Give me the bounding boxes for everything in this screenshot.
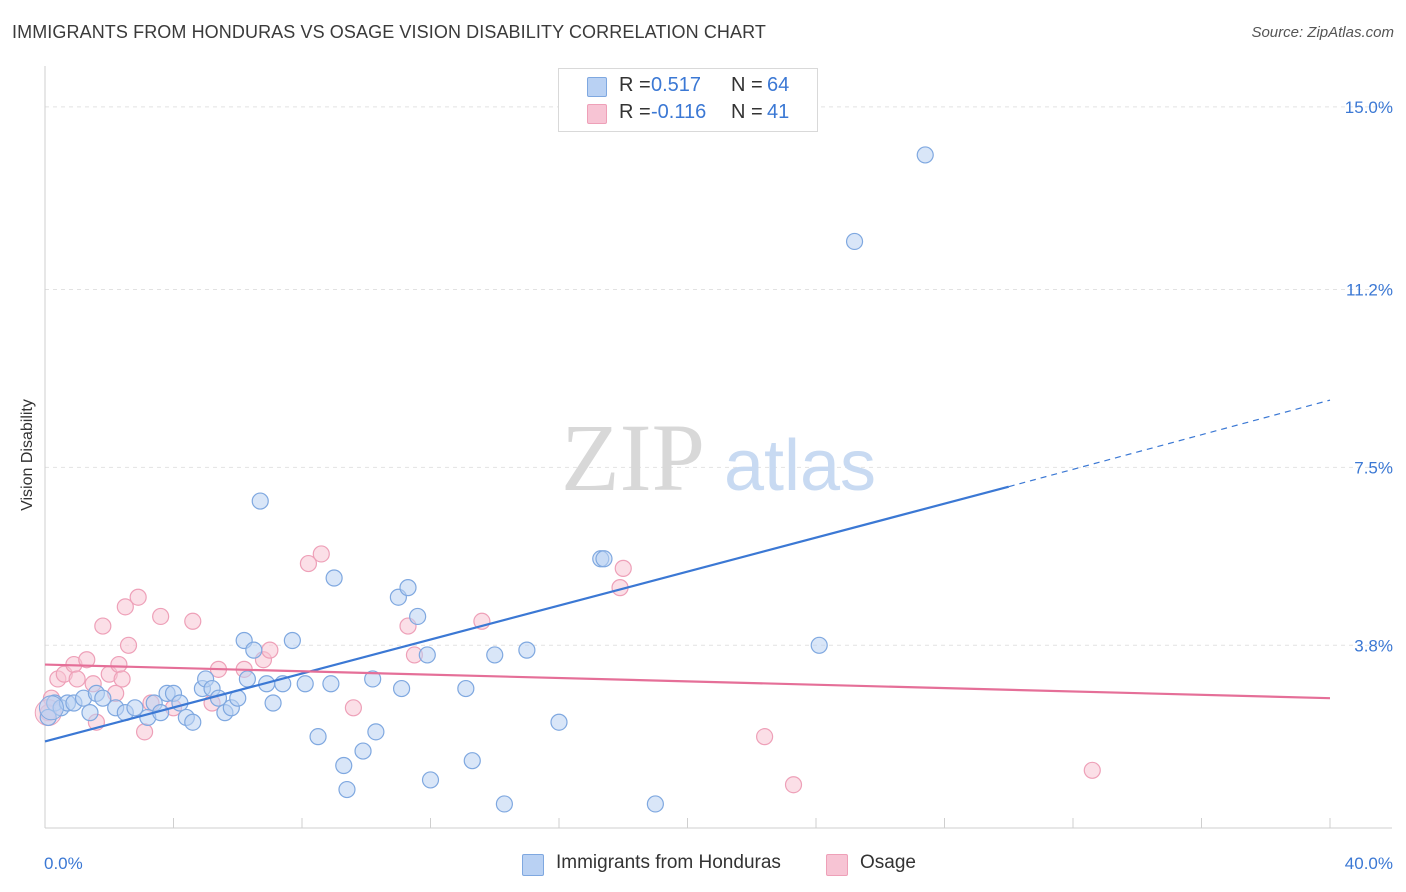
honduras-point [463, 752, 481, 770]
osage-point [116, 598, 134, 616]
honduras-point [392, 679, 411, 698]
legend-label: Immigrants from Honduras [556, 852, 781, 873]
honduras-point [550, 713, 568, 731]
honduras-trend-line [44, 485, 1010, 743]
honduras-point [251, 492, 269, 510]
osage-point [344, 699, 362, 717]
source-label: Source: ZipAtlas.com [1251, 24, 1394, 41]
honduras-point [399, 579, 417, 597]
n-label: N = [731, 74, 763, 96]
honduras-swatch [587, 77, 607, 97]
honduras-point [309, 728, 327, 746]
honduras-point [457, 679, 475, 698]
x-tick-label: 0.0% [44, 854, 83, 873]
osage-point [110, 655, 128, 674]
honduras-swatch [522, 854, 544, 876]
legend-label: Osage [860, 852, 916, 873]
honduras-point [421, 771, 440, 789]
r-value: 0.517 [651, 74, 702, 96]
honduras-point [845, 232, 864, 251]
osage-point [1083, 761, 1101, 779]
osage-swatch [826, 854, 848, 876]
osage-point [152, 607, 170, 626]
honduras-point [184, 713, 202, 731]
r-label: R = [619, 101, 651, 123]
honduras-point [367, 723, 385, 741]
osage-point [312, 545, 330, 563]
osage-point [614, 559, 632, 577]
honduras-point [418, 646, 436, 664]
honduras-point [238, 670, 256, 688]
honduras-point [94, 689, 112, 707]
tick-labels: 3.8% 7.5% 11.2% 15.0% 0.0% 40.0% [44, 98, 1393, 873]
honduras-point [364, 670, 382, 688]
honduras-point [335, 756, 353, 775]
osage-swatch [587, 104, 607, 124]
x-tick-label: 40.0% [1345, 854, 1393, 873]
chart-title: IMMIGRANTS FROM HONDURAS VS OSAGE VISION… [12, 22, 767, 42]
honduras-point [38, 695, 64, 721]
honduras-point [325, 569, 343, 587]
honduras-point [338, 780, 356, 799]
osage-point [129, 588, 147, 606]
osage-point [113, 670, 131, 688]
osage-point [184, 612, 202, 630]
grid-lines [45, 106, 1392, 646]
y-tick-label: 15.0% [1345, 98, 1393, 117]
axes [44, 66, 1392, 829]
honduras-point [810, 636, 828, 654]
osage-trend-line [44, 663, 1331, 700]
n-label: N = [731, 101, 763, 123]
osage-point [784, 776, 803, 794]
osage-point [119, 636, 138, 654]
honduras-point [595, 550, 613, 568]
osage-point [755, 728, 774, 746]
honduras-point [518, 641, 536, 659]
honduras-point [81, 704, 99, 722]
watermark: ZIP atlas [561, 404, 876, 511]
honduras-point [495, 795, 513, 813]
y-tick-label: 7.5% [1354, 458, 1393, 477]
honduras-trend-extension [1008, 399, 1331, 488]
honduras-point [126, 699, 144, 717]
r-value: -0.116 [651, 101, 707, 123]
correlation-legend: R = 0.517 N = 64 R = -0.116 N = 41 [558, 68, 818, 132]
osage-point [299, 554, 318, 573]
honduras-point [486, 646, 504, 664]
y-tick-label: 3.8% [1354, 636, 1393, 655]
honduras-point [264, 694, 282, 712]
honduras-point [409, 607, 427, 626]
osage-point [68, 670, 86, 688]
series-legend: Immigrants from Honduras Osage [0, 852, 1406, 878]
trend-lines [44, 399, 1331, 743]
honduras-point [322, 675, 340, 693]
osage-point [135, 723, 154, 741]
honduras-point [916, 146, 934, 164]
y-tick-label: 11.2% [1346, 281, 1393, 300]
honduras-point [283, 631, 301, 650]
osage-point [94, 617, 112, 635]
osage-point [261, 641, 279, 659]
osage-point [78, 651, 96, 669]
watermark-zip: ZIP [561, 404, 705, 511]
honduras-point [296, 675, 314, 693]
honduras-point [354, 742, 372, 760]
honduras-point [245, 641, 263, 659]
r-label: R = [619, 74, 651, 96]
n-value: 64 [767, 74, 790, 96]
honduras-point [171, 694, 189, 712]
watermark-atlas: atlas [724, 426, 876, 506]
n-value: 41 [767, 101, 790, 123]
honduras-point [646, 795, 664, 813]
